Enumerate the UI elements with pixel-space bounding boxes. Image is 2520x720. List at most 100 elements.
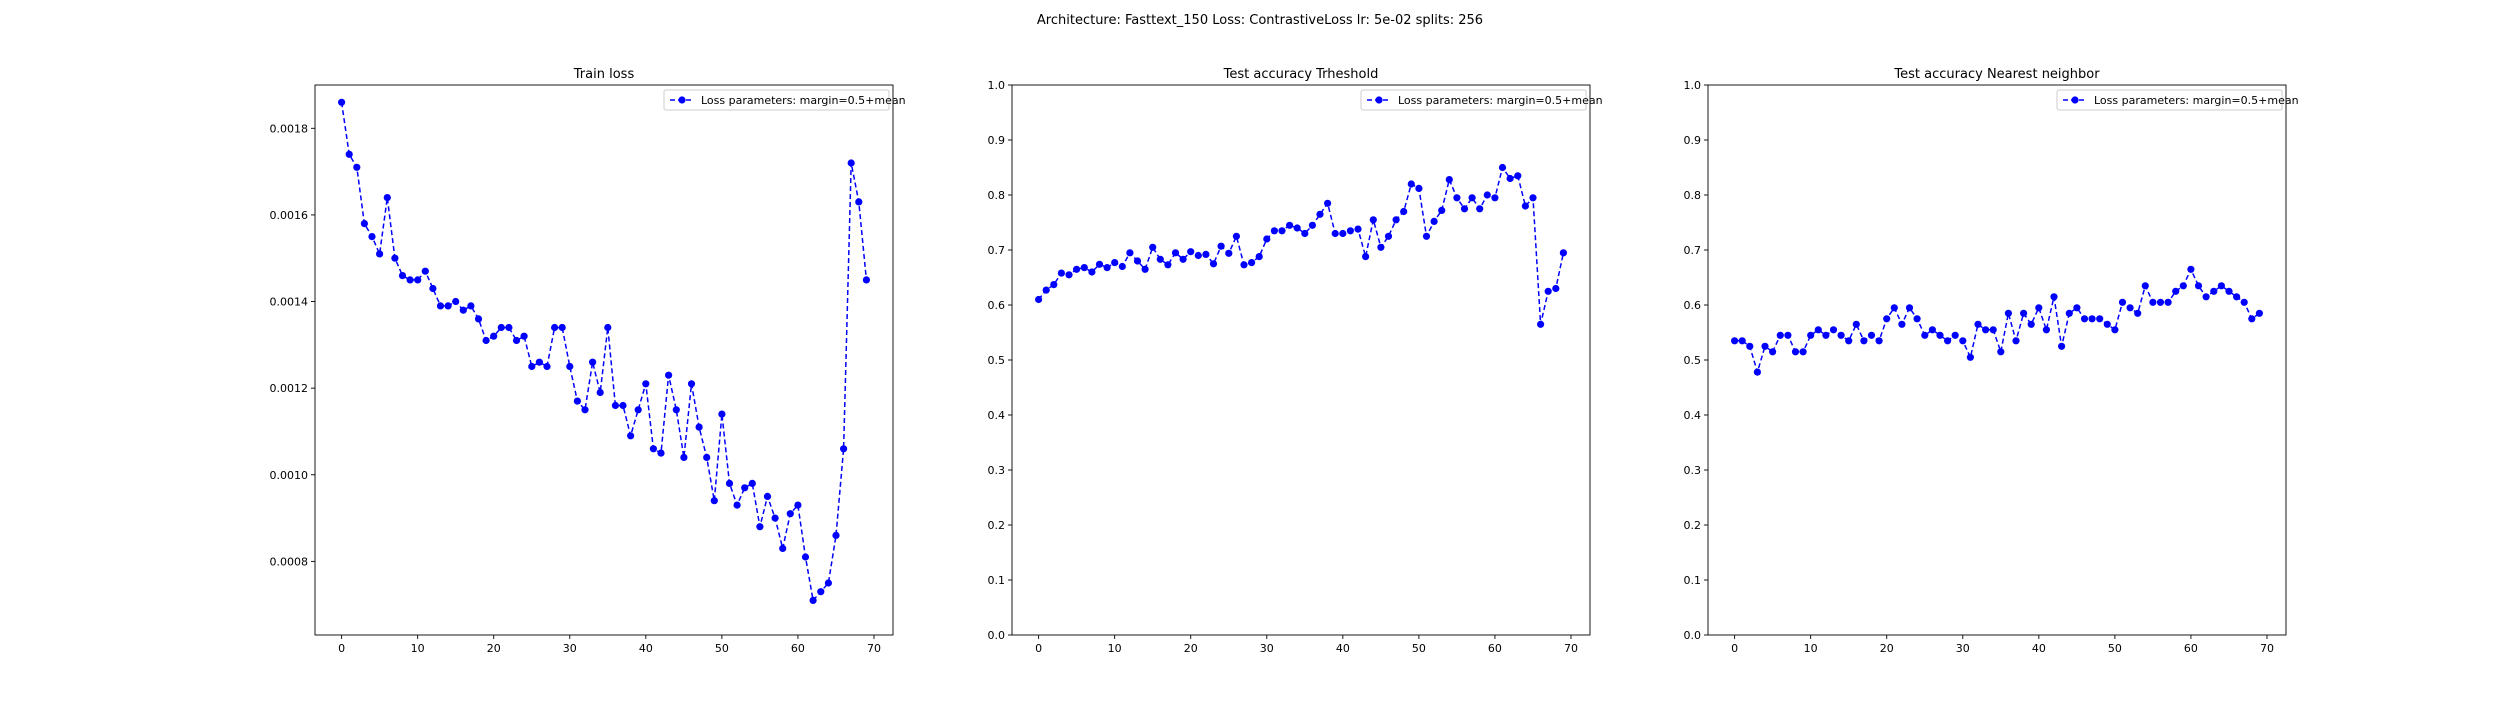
train-loss-data-point [847, 159, 855, 167]
test-accuracy-threshold-data-point [1537, 320, 1545, 328]
test-accuracy-nearest-neighbor-data-point [2004, 309, 2012, 317]
test-accuracy-nearest-neighbor-chart: Test accuracy Nearest neighbor 0 10 20 30 40 5… [1684, 67, 2299, 655]
train-loss-data-point [703, 453, 711, 461]
test-accuracy-nearest-neighbor-data-point [1822, 331, 1830, 339]
test-accuracy-threshold-data-point [1514, 172, 1522, 180]
test-accuracy-nearest-neighbor-data-point [2058, 342, 2066, 350]
test-accuracy-nearest-neighbor-data-point [1951, 331, 1959, 339]
test-accuracy-nearest-neighbor-legend-box [2056, 89, 2283, 111]
test-accuracy-threshold-data-point [1095, 260, 1104, 268]
test-accuracy-threshold-data-point [1460, 205, 1469, 213]
test-accuracy-nearest-neighbor-data-point [1845, 337, 1853, 345]
test-accuracy-nearest-neighbor-data-point [1883, 315, 1891, 323]
test-accuracy-threshold-y-tick-label: 0.0 [988, 629, 1006, 642]
test-accuracy-threshold-data-point [1316, 210, 1324, 218]
test-accuracy-nearest-neighbor-data-point [2020, 309, 2028, 317]
train-loss-data-point [459, 306, 467, 314]
train-loss-data-point [429, 284, 437, 293]
test-accuracy-nearest-neighbor-data-point [2156, 298, 2165, 306]
test-accuracy-threshold-data-point [1308, 221, 1316, 229]
test-accuracy-threshold-data-point [1255, 253, 1263, 261]
test-accuracy-nearest-neighbor-data-point [1936, 331, 1944, 339]
test-accuracy-nearest-neighbor-data-point [1799, 348, 1807, 356]
train-loss-x-tick-label: 30 [563, 642, 577, 655]
figure-suptitle: Architecture: Fasttext_150 Loss: Contras… [1037, 13, 1483, 28]
test-accuracy-nearest-neighbor-data-point [2149, 298, 2157, 306]
train-loss-data-point [338, 98, 346, 106]
test-accuracy-nearest-neighbor-data-point [1860, 337, 1868, 345]
test-accuracy-nearest-neighbor-data-point [2035, 304, 2043, 312]
train-loss-data-point [414, 276, 422, 284]
test-accuracy-threshold-data-point [1445, 176, 1453, 184]
test-accuracy-threshold-data-point [1103, 264, 1111, 272]
train-loss-legend-box [663, 89, 890, 111]
test-accuracy-threshold-x-tick-label: 30 [1260, 642, 1274, 655]
train-loss-data-point [467, 302, 475, 310]
train-loss-y-tick-label: 0.0018 [270, 122, 309, 135]
train-loss-data-point [353, 163, 361, 171]
train-loss-chart: Train loss 0 10 20 30 40 50 60 70 0.0008 0.0010 0.0… [270, 67, 906, 655]
test-accuracy-nearest-neighbor-data-point [1898, 320, 1906, 328]
test-accuracy-threshold-data-point [1232, 232, 1240, 240]
train-loss-data-point [642, 380, 650, 388]
train-loss-title: Train loss [573, 67, 635, 82]
train-loss-data-point [604, 323, 612, 332]
test-accuracy-threshold-y-tick-label: 0.2 [988, 519, 1006, 532]
test-accuracy-nearest-neighbor-x-tick-label: 50 [2108, 642, 2122, 655]
test-accuracy-nearest-neighbor-data-point [2073, 304, 2081, 312]
test-accuracy-nearest-neighbor-data-point [1867, 331, 1876, 339]
test-accuracy-threshold-data-point [1194, 251, 1202, 260]
test-accuracy-threshold-x-tick-label: 10 [1108, 642, 1122, 655]
test-accuracy-nearest-neighbor-data-point [1784, 331, 1792, 339]
test-accuracy-nearest-neighbor-y-tick-label: 0.6 [1684, 299, 1702, 312]
train-loss-axes-frame [314, 84, 894, 636]
test-accuracy-threshold-y-tick-label: 0.8 [988, 189, 1006, 202]
test-accuracy-nearest-neighbor-x-tick-label: 0 [1731, 642, 1738, 655]
test-accuracy-nearest-neighbor-data-point [2210, 287, 2218, 295]
train-loss-data-point [619, 401, 627, 410]
train-loss-y-tick-label: 0.0014 [270, 296, 309, 309]
test-accuracy-nearest-neighbor-data-point [1829, 326, 1838, 334]
train-loss-data-point [573, 397, 582, 405]
test-accuracy-threshold-y-tick-label: 0.9 [988, 134, 1006, 147]
test-accuracy-nearest-neighbor-legend-marker [2071, 96, 2079, 104]
test-accuracy-threshold-data-point [1202, 250, 1210, 258]
train-loss-y-tick-label: 0.0008 [270, 555, 309, 568]
test-accuracy-nearest-neighbor-data-point [1769, 348, 1777, 356]
test-accuracy-nearest-neighbor-series-line [1734, 267, 2260, 375]
test-accuracy-threshold-data-point [1468, 194, 1476, 202]
test-accuracy-nearest-neighbor-data-point [1974, 320, 1982, 328]
train-loss-data-point [360, 220, 368, 228]
train-loss-x-tick-label: 10 [411, 642, 425, 655]
test-accuracy-nearest-neighbor-data-point [2096, 315, 2104, 323]
test-accuracy-nearest-neighbor-data-point [2050, 293, 2058, 301]
train-loss-data-point [710, 497, 718, 505]
train-loss-x-tick-label: 50 [715, 642, 729, 655]
train-loss-data-point [824, 579, 833, 587]
test-accuracy-threshold-data-point [1171, 249, 1180, 257]
test-accuracy-nearest-neighbor-y-tick-label: 0.9 [1684, 134, 1702, 147]
test-accuracy-threshold-data-point [1042, 286, 1050, 294]
test-accuracy-threshold-data-point [1278, 227, 1286, 235]
train-loss-x-tick-label: 0 [338, 642, 345, 655]
test-accuracy-threshold-data-point [1088, 268, 1096, 276]
test-accuracy-nearest-neighbor-y-tick-label: 0.2 [1684, 519, 1702, 532]
test-accuracy-nearest-neighbor-axes-frame [1707, 84, 2287, 636]
test-accuracy-nearest-neighbor-y-tick-label: 1.0 [1684, 79, 1702, 92]
train-loss-data-point [383, 194, 391, 202]
test-accuracy-nearest-neighbor-y-tick-label: 0.7 [1684, 244, 1702, 257]
test-accuracy-nearest-neighbor-data-point [1905, 304, 1914, 312]
test-accuracy-threshold-data-point [1483, 191, 1491, 199]
train-loss-data-point [855, 198, 863, 206]
test-accuracy-threshold-data-point [1422, 232, 1431, 240]
test-accuracy-nearest-neighbor-data-point [2027, 320, 2035, 328]
test-accuracy-nearest-neighbor-data-point [2202, 293, 2210, 301]
test-accuracy-nearest-neighbor-data-point [1890, 304, 1898, 312]
test-accuracy-threshold-data-point [1438, 206, 1446, 214]
test-accuracy-threshold-data-point [1240, 261, 1248, 269]
test-accuracy-threshold-legend: Loss parameters: margin=0.5+mean [1360, 89, 1603, 111]
test-accuracy-nearest-neighbor-data-point [1753, 368, 1761, 376]
test-accuracy-nearest-neighbor-y-tick-label: 0.5 [1684, 354, 1702, 367]
test-accuracy-threshold-data-point [1133, 257, 1142, 265]
train-loss-data-point [452, 297, 460, 306]
